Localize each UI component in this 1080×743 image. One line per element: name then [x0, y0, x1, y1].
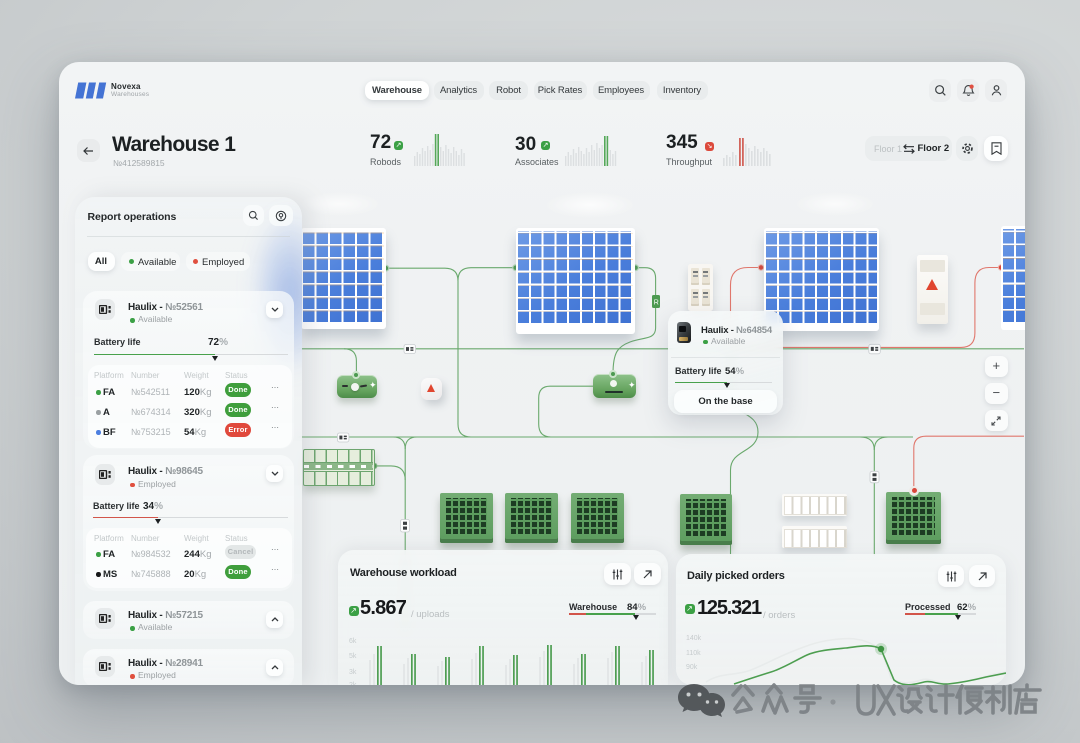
svg-text:R: R: [654, 300, 659, 307]
